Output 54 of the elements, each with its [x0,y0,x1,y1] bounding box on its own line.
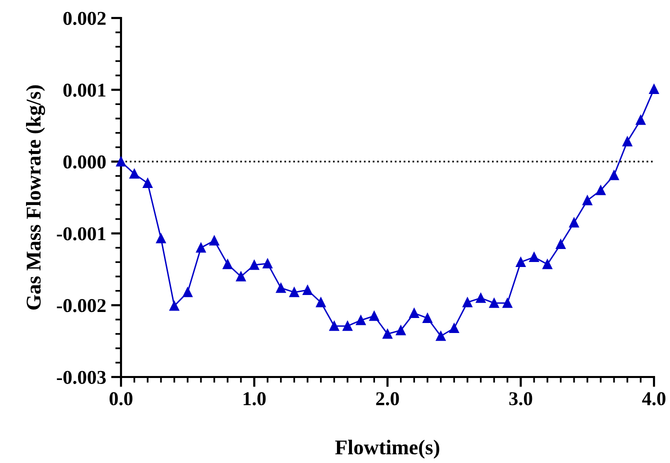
x-tick-label: 2.0 [376,392,399,406]
point [262,258,272,268]
point [476,293,486,303]
point [209,236,220,246]
point [289,287,300,298]
point [249,260,260,270]
point [596,185,606,196]
point [369,311,380,321]
point [489,298,499,308]
point [649,84,659,94]
point [582,196,592,206]
point [302,285,312,295]
point [329,321,340,331]
point [222,259,232,270]
point [129,168,140,179]
x-tick-label: 3.0 [509,392,532,406]
point [449,323,459,334]
point [529,252,539,262]
x-tick-label: 4.0 [642,392,666,406]
point [422,313,432,323]
point [542,259,552,270]
point [382,329,392,339]
y-tick-label: -0.001 [56,227,106,240]
point [556,239,566,250]
x-tick-label: 0.0 [110,392,132,406]
y-tick-label: -0.003 [56,370,106,384]
point [276,283,286,293]
point [409,308,420,318]
point [182,287,192,298]
point [342,321,352,331]
point [436,331,446,341]
point [356,315,366,326]
point [196,242,206,253]
point [569,218,579,228]
point [516,257,526,267]
point [142,178,153,188]
x-axis-title: Flowtime(s) [335,440,440,459]
x-tick-label: 1.0 [244,392,266,406]
point [636,115,646,125]
point [169,301,180,311]
point [396,325,406,336]
y-tick-label: 0.002 [63,12,106,26]
point [156,234,166,244]
point [622,136,632,146]
point [236,272,246,282]
point [316,297,326,308]
y-tick-label: 0.000 [63,155,106,169]
point [502,298,512,308]
y-axis-title: Gas Mass Flowrate (kg/s) [26,85,46,310]
point [116,156,126,166]
y-tick-label: -0.002 [56,299,106,312]
point [462,297,472,308]
y-tick-label: 0.001 [63,84,106,97]
point [609,170,619,180]
